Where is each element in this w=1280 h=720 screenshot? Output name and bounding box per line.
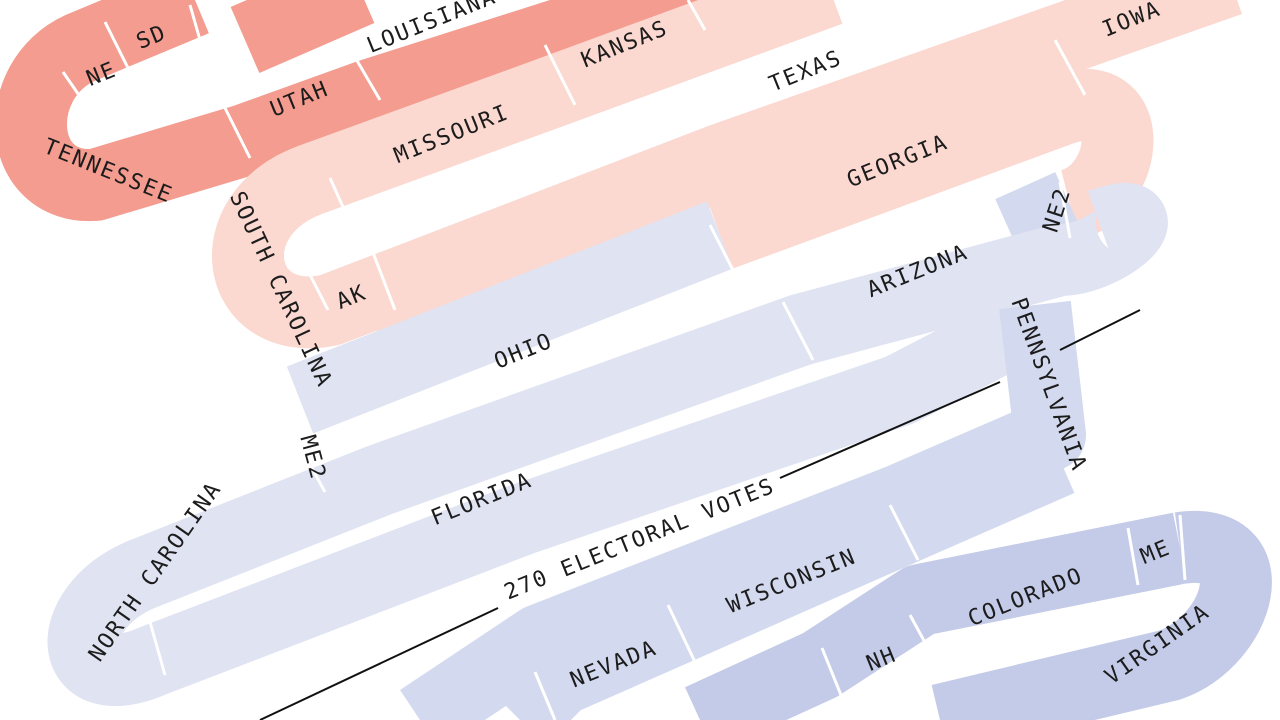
segment-divider [343, 39, 382, 101]
band-segment [494, 427, 1075, 720]
segment-divider [820, 647, 847, 706]
segment-divider [533, 671, 557, 720]
band-segment [995, 172, 1085, 265]
segment-divider [103, 21, 135, 79]
segment-divider [290, 431, 327, 493]
band-segment [212, 0, 1242, 349]
band-segment [230, 0, 375, 74]
band-segment [286, 201, 734, 434]
segment-divider [188, 4, 202, 41]
segment-divider [1178, 514, 1187, 581]
threshold-line [1059, 309, 1141, 351]
segment-divider [328, 177, 358, 237]
threshold-line [779, 381, 1001, 479]
threshold-line [259, 607, 499, 720]
segment-divider [220, 101, 252, 159]
segment-divider [1058, 181, 1072, 239]
segment-divider [908, 614, 942, 671]
band-segment [47, 183, 1168, 706]
segment-divider [61, 71, 105, 131]
band-segment [352, 131, 733, 334]
segment-divider [1053, 39, 1087, 96]
segment-divider [146, 614, 167, 676]
band-segment [0, 0, 711, 222]
segment-divider [303, 264, 330, 311]
segment-divider [666, 604, 697, 663]
band-segment [685, 512, 1188, 720]
segment-divider [708, 224, 740, 281]
segment-divider [543, 44, 577, 106]
segment-divider [370, 249, 397, 311]
segment-dividers [61, 0, 1187, 720]
segment-divider [1126, 527, 1140, 586]
segment-divider [686, 0, 707, 31]
band-segment [931, 510, 1272, 720]
segment-divider [888, 504, 920, 561]
segment-divider [781, 301, 815, 361]
